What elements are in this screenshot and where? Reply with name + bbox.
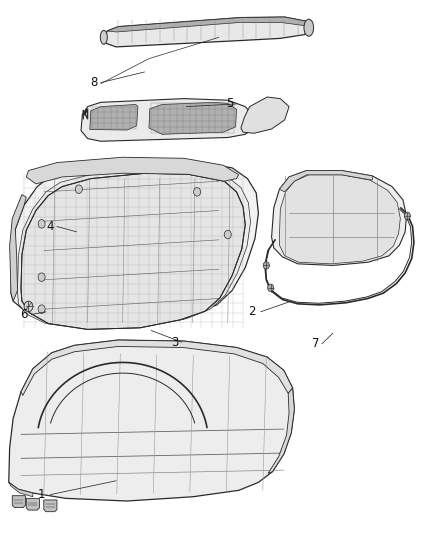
Circle shape xyxy=(224,230,231,239)
Polygon shape xyxy=(268,388,294,473)
Text: 3: 3 xyxy=(172,336,179,349)
Polygon shape xyxy=(44,500,57,512)
Ellipse shape xyxy=(304,19,314,36)
Polygon shape xyxy=(9,482,33,497)
Polygon shape xyxy=(279,175,400,264)
Polygon shape xyxy=(18,169,251,328)
Polygon shape xyxy=(10,195,26,301)
Polygon shape xyxy=(26,498,39,510)
Polygon shape xyxy=(9,340,294,501)
Circle shape xyxy=(404,212,410,220)
Polygon shape xyxy=(11,160,258,325)
Polygon shape xyxy=(279,171,372,192)
Text: 4: 4 xyxy=(46,220,54,233)
Polygon shape xyxy=(90,104,138,130)
Polygon shape xyxy=(21,340,293,395)
Text: 6: 6 xyxy=(20,308,28,321)
Polygon shape xyxy=(26,157,239,184)
Polygon shape xyxy=(103,17,311,47)
Text: 7: 7 xyxy=(311,337,319,350)
Text: 1: 1 xyxy=(38,488,46,501)
Polygon shape xyxy=(107,17,307,32)
Polygon shape xyxy=(12,496,25,507)
Text: 5: 5 xyxy=(226,98,233,110)
Text: 8: 8 xyxy=(91,76,98,89)
Circle shape xyxy=(263,262,269,269)
Polygon shape xyxy=(272,171,406,265)
Circle shape xyxy=(38,273,45,281)
Ellipse shape xyxy=(100,30,107,44)
Text: 2: 2 xyxy=(248,305,256,318)
Circle shape xyxy=(38,220,45,228)
Polygon shape xyxy=(81,99,254,141)
Circle shape xyxy=(38,305,45,313)
Polygon shape xyxy=(21,173,245,329)
Circle shape xyxy=(24,301,33,312)
Polygon shape xyxy=(241,97,289,133)
Circle shape xyxy=(268,284,274,292)
Circle shape xyxy=(75,185,82,193)
Polygon shape xyxy=(149,102,237,134)
Circle shape xyxy=(194,188,201,196)
